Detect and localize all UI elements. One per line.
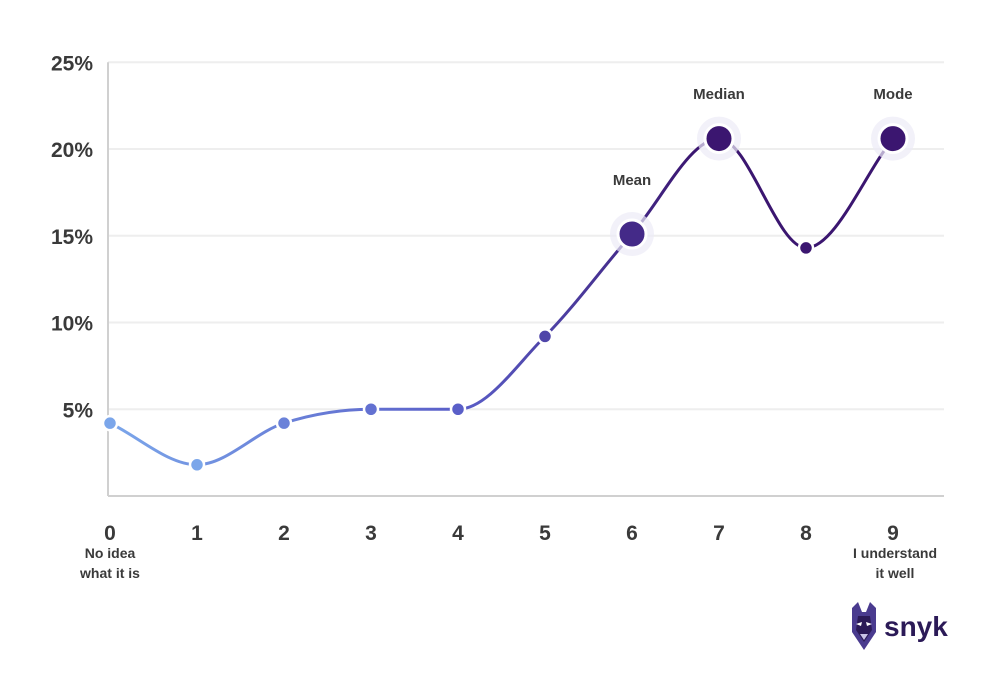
x-tick-label: 4 <box>452 522 464 545</box>
y-tick-label: 25% <box>51 52 93 75</box>
x-end-label-left: No idea <box>85 545 136 561</box>
y-tick-label: 15% <box>51 226 93 249</box>
data-point <box>362 401 380 418</box>
annotations: Mean Median Mode <box>613 86 913 189</box>
data-point-large <box>877 123 909 155</box>
y-tick-label: 5% <box>63 399 94 422</box>
annotation-mean: Mean <box>613 172 651 189</box>
x-end-label-right: I understand <box>853 545 937 561</box>
x-end-label-right: it well <box>876 565 915 581</box>
data-point-large <box>703 123 735 155</box>
axes <box>107 62 944 497</box>
x-tick-label: 3 <box>365 522 377 545</box>
x-tick-label: 8 <box>800 522 812 545</box>
y-tick-label: 20% <box>51 139 93 162</box>
annotation-mode: Mode <box>873 86 912 103</box>
series-line-layer <box>108 137 895 467</box>
x-tick-label: 7 <box>713 522 725 545</box>
series-line <box>108 137 895 467</box>
data-point <box>449 401 467 418</box>
tick-labels: 5% 10% 15% 20% 25% 0 1 2 3 4 5 6 7 8 9 No idea what it i… <box>51 52 937 581</box>
annotation-median: Median <box>693 86 745 103</box>
x-tick-label: 0 <box>104 522 116 545</box>
brand-name: snyk <box>884 611 948 642</box>
x-end-label-left: what it is <box>79 565 140 581</box>
data-point <box>536 328 554 345</box>
data-point-large <box>616 218 648 250</box>
data-point <box>797 239 815 257</box>
y-tick-label: 10% <box>51 313 93 336</box>
data-point <box>101 414 119 432</box>
doberman-head-icon <box>852 602 876 650</box>
grid-lines <box>108 61 944 411</box>
data-point <box>275 414 293 432</box>
x-tick-label: 6 <box>626 522 638 545</box>
x-tick-label: 1 <box>191 522 203 545</box>
data-point <box>188 456 206 474</box>
x-tick-label: 5 <box>539 522 551 545</box>
snyk-logo: snyk <box>852 602 948 650</box>
data-points <box>101 116 915 474</box>
x-tick-label: 2 <box>278 522 290 545</box>
x-tick-label: 9 <box>887 522 899 545</box>
